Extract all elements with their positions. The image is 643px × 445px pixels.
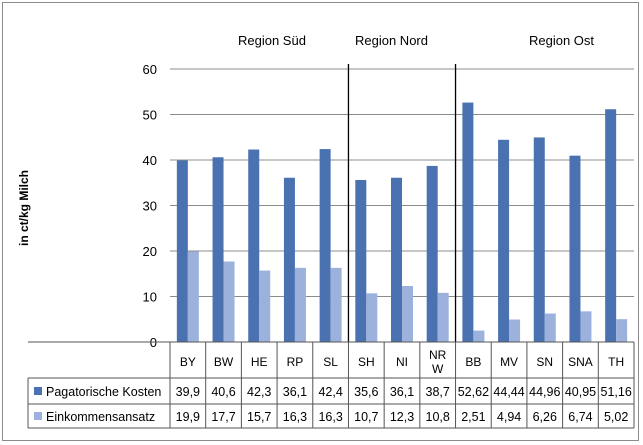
bar-einkommensansatz xyxy=(402,286,413,342)
data-label: 2,51 xyxy=(461,410,485,424)
category-label: NI xyxy=(396,355,408,369)
data-label: 35,6 xyxy=(354,385,378,399)
category-label: SNA xyxy=(568,355,593,369)
category-label: SN xyxy=(536,355,553,369)
y-tick-label: 20 xyxy=(143,244,157,259)
bar-einkommensansatz xyxy=(187,251,199,342)
data-label: 44,96 xyxy=(529,385,560,399)
data-label: 10,7 xyxy=(354,410,378,424)
bar-pagatorische-kosten xyxy=(283,177,295,342)
legend-swatch xyxy=(34,412,42,420)
bar-pagatorische-kosten xyxy=(426,165,438,342)
data-label: 16,3 xyxy=(283,410,307,424)
bar-einkommensansatz xyxy=(330,267,342,342)
category-label: RP xyxy=(287,355,304,369)
category-label: TH xyxy=(608,355,624,369)
bar-pagatorische-kosten xyxy=(212,157,224,342)
data-label: 42,4 xyxy=(318,385,342,399)
bar-pagatorische-kosten xyxy=(569,155,581,342)
bar-pagatorische-kosten xyxy=(533,137,545,342)
y-axis-title: in ct/kg Milch xyxy=(17,169,31,247)
bar-einkommensansatz xyxy=(580,311,592,342)
bar-einkommensansatz xyxy=(473,330,485,342)
data-label: 40,95 xyxy=(565,385,596,399)
category-label: HE xyxy=(251,355,268,369)
region-label-sued: Region Süd xyxy=(238,33,306,48)
data-label: 42,3 xyxy=(247,385,271,399)
data-label: 38,7 xyxy=(426,385,450,399)
y-tick-label: 60 xyxy=(143,62,157,77)
category-label: BY xyxy=(180,355,196,369)
category-label: NR xyxy=(429,348,447,362)
data-label: 10,8 xyxy=(426,410,450,424)
data-label: 6,26 xyxy=(533,410,557,424)
y-tick-label: 30 xyxy=(143,199,157,214)
data-label: 5,02 xyxy=(604,410,628,424)
bar-pagatorische-kosten xyxy=(319,149,331,342)
region-label-ost: Region Ost xyxy=(529,33,595,48)
category-label: MV xyxy=(500,355,518,369)
bar-pagatorische-kosten xyxy=(462,102,474,342)
bar-pagatorische-kosten xyxy=(176,160,188,342)
data-label: 19,9 xyxy=(176,410,200,424)
data-label: 36,1 xyxy=(390,385,414,399)
bar-einkommensansatz xyxy=(223,261,235,342)
bar-pagatorische-kosten xyxy=(355,180,367,342)
legend-label: Einkommensansatz xyxy=(46,410,155,424)
data-label: 15,7 xyxy=(247,410,271,424)
data-label: 52,62 xyxy=(458,385,489,399)
data-label: 51,16 xyxy=(601,385,632,399)
data-label: 44,44 xyxy=(493,385,524,399)
data-label: 36,1 xyxy=(283,385,307,399)
bar-einkommensansatz xyxy=(366,293,378,342)
data-label: 39,9 xyxy=(176,385,200,399)
data-label: 16,3 xyxy=(318,410,342,424)
bar-pagatorische-kosten xyxy=(391,177,402,342)
region-label-nord: Region Nord xyxy=(355,33,428,48)
category-label: BW xyxy=(214,355,234,369)
bar-einkommensansatz xyxy=(259,270,271,342)
bar-einkommensansatz xyxy=(437,292,449,342)
bar-einkommensansatz xyxy=(294,267,306,342)
data-label: 12,3 xyxy=(390,410,414,424)
legend-label: Pagatorische Kosten xyxy=(46,385,161,399)
bar-einkommensansatz xyxy=(544,313,556,342)
category-label: BB xyxy=(465,355,481,369)
bar-einkommensansatz xyxy=(616,319,628,342)
bar-einkommensansatz xyxy=(509,319,521,342)
y-tick-label: 50 xyxy=(143,108,157,123)
bar-pagatorische-kosten xyxy=(248,149,260,342)
y-tick-label: 10 xyxy=(143,290,157,305)
data-label: 6,74 xyxy=(568,410,592,424)
category-label: W xyxy=(432,362,444,376)
bar-pagatorische-kosten xyxy=(498,139,510,342)
category-label: SH xyxy=(358,355,375,369)
category-label: SL xyxy=(323,355,338,369)
legend-swatch xyxy=(34,387,42,395)
bar-pagatorische-kosten xyxy=(605,109,617,342)
data-label: 17,7 xyxy=(211,410,235,424)
y-tick-label: 40 xyxy=(143,153,157,168)
data-label: 40,6 xyxy=(211,385,235,399)
data-label: 4,94 xyxy=(497,410,521,424)
